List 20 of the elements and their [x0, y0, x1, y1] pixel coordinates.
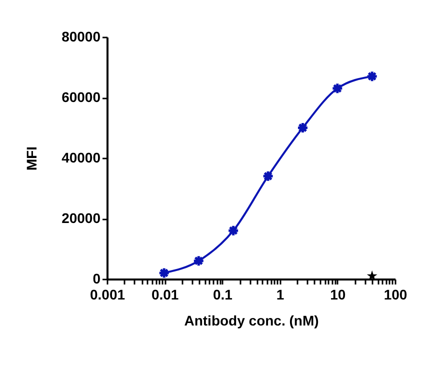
y-tick-label: 0 [92, 270, 101, 286]
x-tick-label: 10 [330, 286, 346, 302]
y-tick-label: 60000 [62, 89, 101, 105]
y-tick-label: 80000 [62, 28, 101, 44]
point [158, 266, 170, 279]
y-tick-label: 20000 [62, 210, 101, 226]
y-tick-label: 40000 [62, 150, 101, 166]
x-tick-label: 0.01 [151, 286, 179, 302]
point [296, 122, 309, 134]
x-tick-label: 100 [384, 286, 408, 302]
point [331, 82, 344, 94]
point [366, 70, 378, 82]
x-axis-title: Antibody conc. (nM) [184, 312, 319, 328]
point [192, 254, 205, 267]
x-tick-label: 1 [276, 286, 284, 302]
point [227, 224, 240, 237]
x-tick-label: 0.1 [212, 286, 233, 302]
point [262, 170, 274, 182]
x-tick-label: 0.001 [90, 286, 126, 302]
y-axis-title: MFI [24, 146, 40, 171]
